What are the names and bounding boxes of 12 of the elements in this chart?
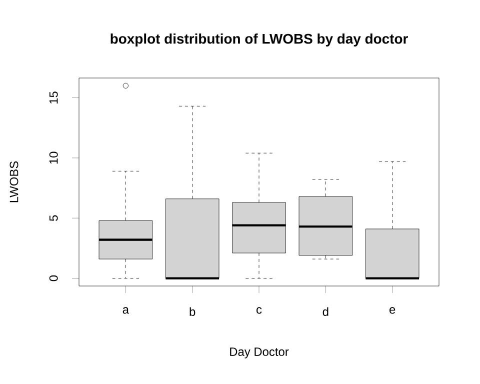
x-tick-label: a <box>122 307 129 314</box>
y-tick-label: 10 <box>49 152 58 164</box>
x-tick-label: e <box>390 307 396 314</box>
y-tick-label: 15 <box>49 92 58 104</box>
x-axis-title: Day Doctor <box>230 348 289 358</box>
x-tick-label: b <box>190 307 196 316</box>
y-tick-label: 0 <box>49 275 58 282</box>
x-tick-label: c <box>256 307 262 314</box>
chart-title: boxplot distribution of LWOBS by day doctor <box>110 33 408 46</box>
y-axis-title: LWOBS <box>10 161 18 202</box>
y-tick-label: 5 <box>49 215 58 221</box>
x-tick-label: d <box>322 307 328 316</box>
